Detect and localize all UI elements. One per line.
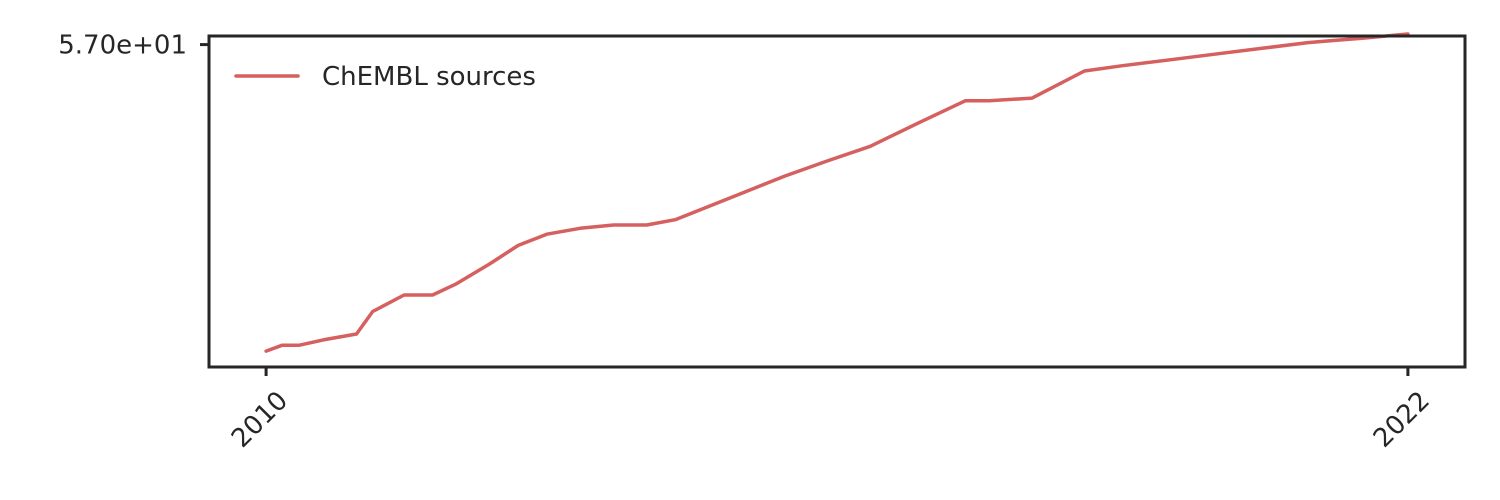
- y-tick-label: 5.70e+01: [58, 31, 187, 61]
- y-axis: 5.70e+01: [58, 31, 209, 61]
- plot-frame: [207, 34, 1467, 369]
- x-tick-label: 2022: [1368, 386, 1436, 454]
- x-tick-label: 2010: [226, 386, 294, 454]
- legend-label: ChEMBL sources: [322, 62, 536, 92]
- plot-area: [209, 36, 1465, 367]
- series-line-chembl-sources: [264, 32, 1410, 353]
- x-axis: 2010 2022: [226, 367, 1436, 454]
- legend: ChEMBL sources: [234, 62, 536, 92]
